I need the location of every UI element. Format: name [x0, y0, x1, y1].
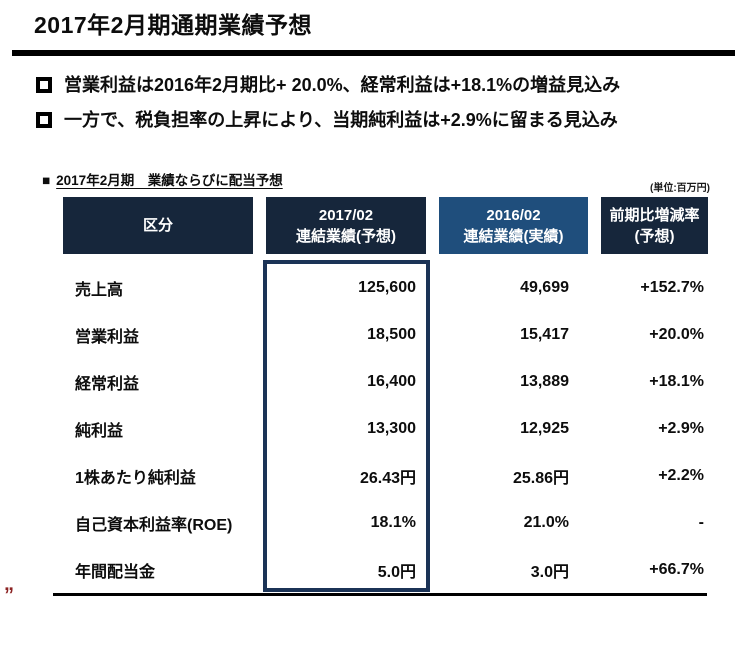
forecast-value: 18.1% [370, 513, 416, 531]
table-row: 自己資本利益率(ROE) 18.1% 21.0% - [63, 499, 708, 546]
forecast-value: 18,500 [367, 325, 416, 343]
row-label: 1株あたり純利益 [75, 469, 196, 487]
actual-value: 12,925 [520, 419, 569, 437]
row-label: 売上高 [75, 281, 124, 299]
row-label: 営業利益 [75, 328, 140, 346]
title-divider [12, 50, 735, 56]
forecast-value: 26.43円 [359, 469, 416, 487]
forecast-value: 13,300 [367, 419, 416, 437]
change-value: +2.9% [658, 419, 704, 437]
square-bullet-icon [36, 77, 52, 93]
column-header-category: 区分 [63, 197, 253, 254]
table-row: 年間配当金 5.0円 3.0円 +66.7% [63, 546, 708, 593]
change-value: +66.7% [649, 560, 704, 578]
actual-value: 21.0% [523, 513, 569, 531]
actual-value: 3.0円 [530, 563, 569, 581]
square-marker-icon: ■ [42, 173, 51, 188]
section-title: 2017年2月期 業績ならびに配当予想 [56, 173, 283, 188]
column-header-actual-2016: 2016/02 連結業績(実績) [439, 197, 588, 254]
header-line: 区分 [142, 217, 173, 234]
table-header-row: 区分 2017/02 連結業績(予想) 2016/02 連結業績(実績) 前期比… [63, 197, 708, 254]
financial-forecast-table: 区分 2017/02 連結業績(予想) 2016/02 連結業績(実績) 前期比… [63, 197, 708, 593]
table-row: 1株あたり純利益 26.43円 25.86円 +2.2% [63, 452, 708, 499]
header-line: 連結業績(予想) [296, 227, 396, 245]
column-header-change-rate: 前期比増減率 (予想) [601, 197, 708, 254]
row-label: 年間配当金 [75, 563, 156, 581]
actual-value: 49,699 [520, 278, 569, 296]
table-row: 経常利益 16,400 13,889 +18.1% [63, 358, 708, 405]
row-label: 経常利益 [75, 375, 140, 393]
unit-note: (単位:百万円) [650, 183, 710, 194]
actual-value: 15,417 [520, 325, 569, 343]
table-row: 売上高 125,600 49,699 +152.7% [63, 264, 708, 311]
header-line: 連結業績(実績) [463, 227, 564, 245]
bullet-text: 営業利益は2016年2月期比+ 20.0%、経常利益は+18.1%の増益見込み [64, 75, 621, 95]
table-row: 営業利益 18,500 15,417 +20.0% [63, 311, 708, 358]
footer-quote-mark: „ [4, 573, 14, 595]
forecast-value: 5.0円 [377, 563, 416, 581]
change-value: +20.0% [649, 325, 704, 343]
table-row: 純利益 13,300 12,925 +2.9% [63, 405, 708, 452]
bullet-text: 一方で、税負担率の上昇により、当期純利益は+2.9%に留まる見込み [64, 110, 618, 131]
actual-value: 13,889 [520, 372, 569, 390]
table-body: 売上高 125,600 49,699 +152.7% 営業利益 18,500 1… [63, 254, 708, 593]
change-value: +152.7% [640, 278, 704, 296]
summary-bullets: 営業利益は2016年2月期比+ 20.0%、経常利益は+18.1%の増益見込み … [36, 74, 736, 145]
header-line: 2017/02 [318, 206, 374, 224]
header-line: 2016/02 [486, 206, 541, 224]
change-value: +2.2% [658, 466, 704, 484]
row-label: 自己資本利益率(ROE) [75, 516, 233, 534]
column-header-forecast-2017: 2017/02 連結業績(予想) [266, 197, 426, 254]
row-label: 純利益 [75, 422, 124, 440]
forecast-value: 125,600 [358, 278, 416, 296]
table-section-heading: ■ 2017年2月期 業績ならびに配当予想 [42, 169, 283, 189]
header-line: 前期比増減率 [609, 206, 700, 224]
forecast-value: 16,400 [367, 372, 416, 390]
actual-value: 25.86円 [512, 469, 569, 487]
square-bullet-icon [36, 112, 52, 129]
bullet-item: 営業利益は2016年2月期比+ 20.0%、経常利益は+18.1%の増益見込み [36, 74, 736, 97]
change-value: - [698, 513, 704, 531]
forecast-column-highlight-box [263, 260, 430, 592]
bullet-item: 一方で、税負担率の上昇により、当期純利益は+2.9%に留まる見込み [36, 109, 736, 132]
page-title: 2017年2月期通期業績予想 [34, 12, 312, 38]
table-bottom-border [53, 593, 707, 596]
change-value: +18.1% [649, 372, 704, 390]
header-line: (予想) [634, 227, 675, 245]
